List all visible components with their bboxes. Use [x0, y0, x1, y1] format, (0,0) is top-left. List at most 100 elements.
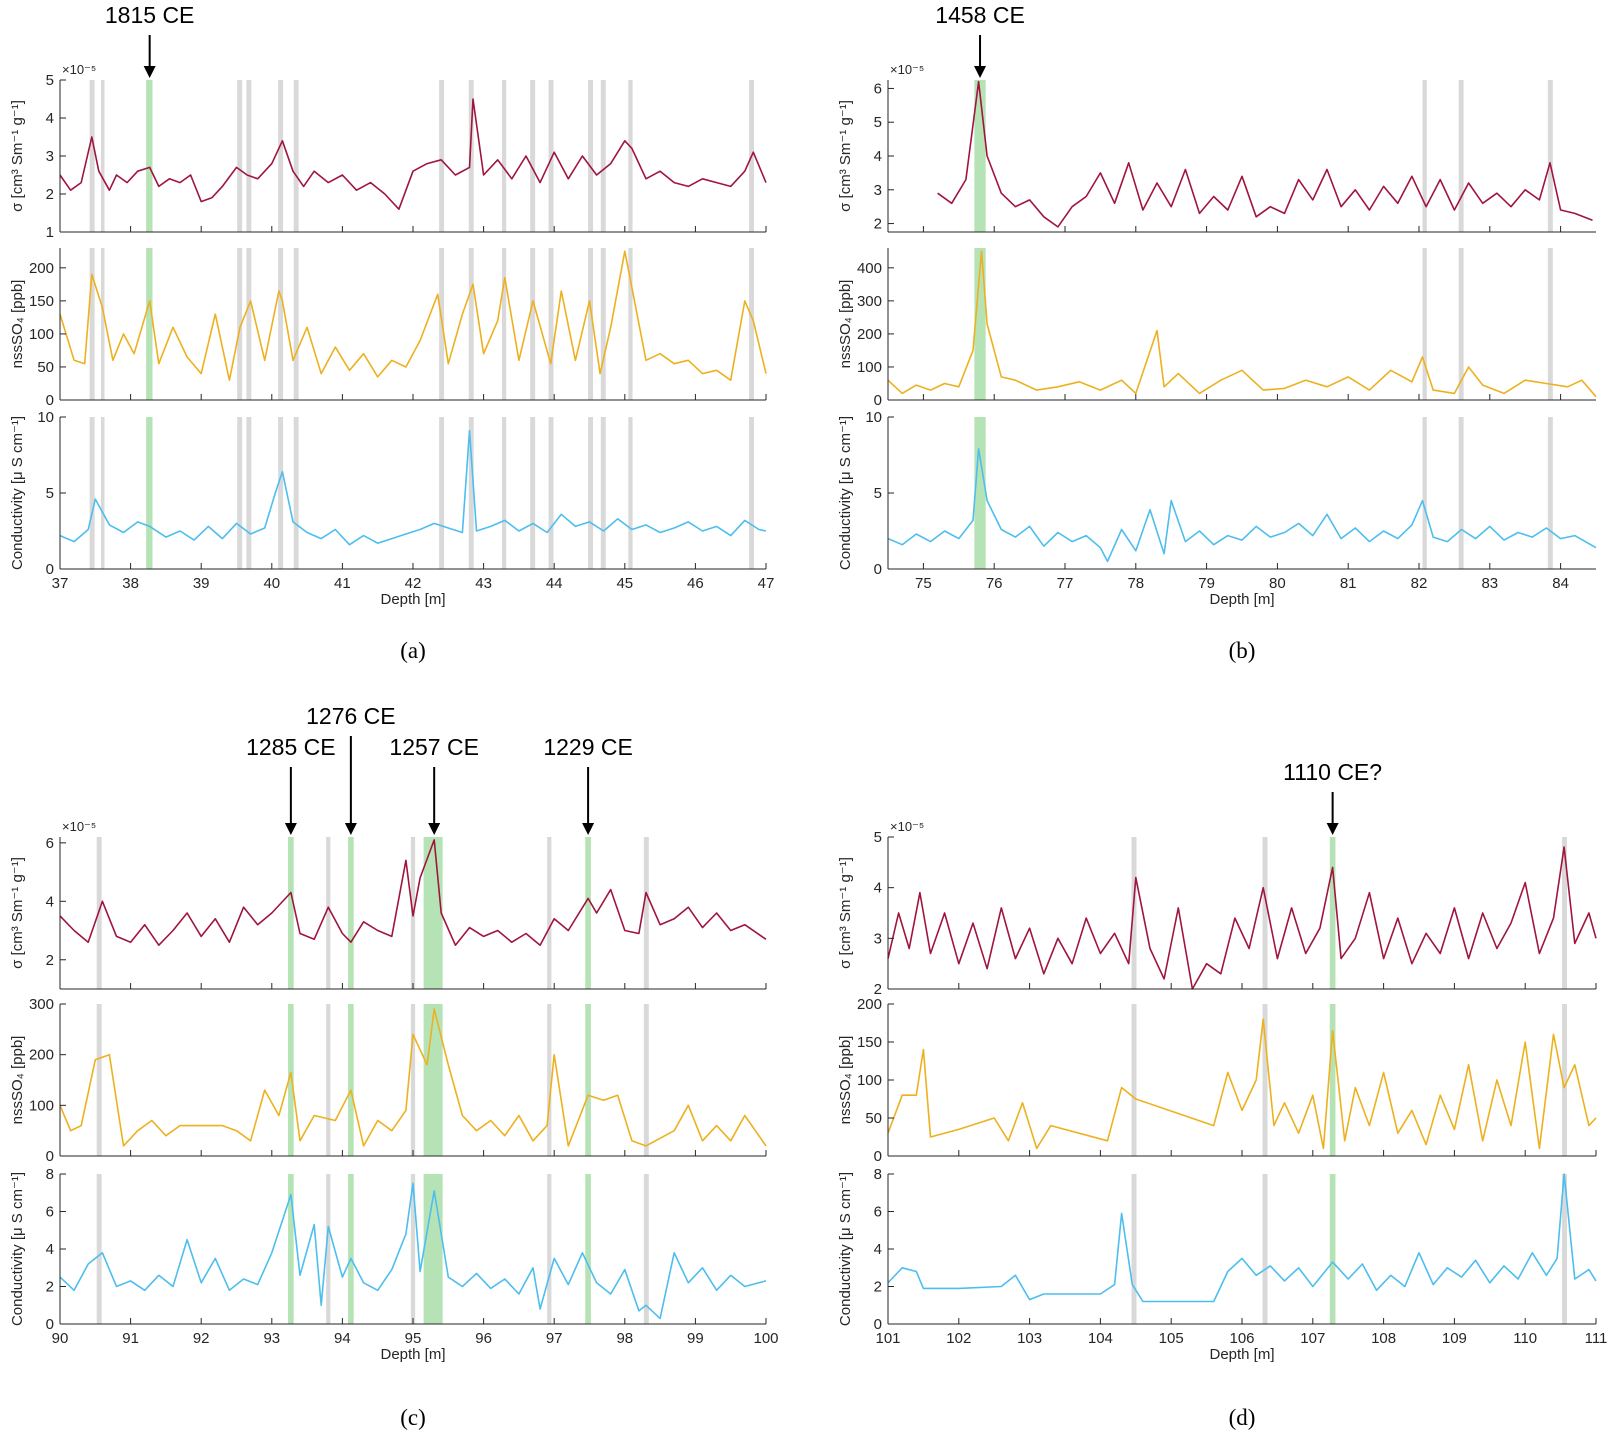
y-tick-label: 4: [874, 1241, 882, 1258]
green-band: [585, 1004, 591, 1156]
gray-band: [547, 1004, 552, 1156]
y-axis-title: Conductivity [μ S cm⁻¹]: [9, 416, 26, 570]
gray-band: [237, 80, 243, 232]
event-label: 1285 CE: [246, 734, 336, 760]
y-tick-label: 0: [46, 1148, 54, 1165]
gray-band: [246, 417, 252, 569]
gray-band: [548, 248, 554, 400]
y-tick-label: 200: [857, 326, 882, 343]
subplot-cond: 0 2 4 6 8 Conductivity [μ S cm⁻¹]: [837, 1166, 1597, 1333]
chart-panel-d: 2 3 4 5 ×10⁻⁵ σ [cm³ Sm⁻¹ g⁻¹] 0 50 100 150 200 nss…: [837, 759, 1607, 1430]
y-tick-label: 8: [46, 1166, 54, 1183]
gray-band: [439, 80, 445, 232]
green-band: [1329, 837, 1336, 989]
green-band: [348, 1174, 354, 1324]
panel-label: (b): [1229, 638, 1256, 663]
x-tick-label: 76: [986, 575, 1003, 592]
y-tick-label: 2: [46, 186, 54, 203]
y-tick-label: 200: [29, 1047, 54, 1064]
panel-label: (c): [400, 1405, 426, 1430]
gray-band: [548, 417, 554, 569]
event-label: 1257 CE: [389, 734, 479, 760]
y-tick-label: 2: [46, 1279, 54, 1296]
gray-band: [96, 1174, 102, 1324]
green-band: [146, 417, 153, 569]
y-tick-label: 5: [46, 72, 54, 89]
x-tick-label: 91: [122, 1330, 139, 1347]
x-tick-label: 42: [405, 575, 422, 592]
y-tick-label: 10: [37, 409, 54, 426]
x-tick-label: 104: [1088, 1330, 1113, 1347]
gray-band: [1131, 1174, 1137, 1324]
gray-band: [89, 417, 95, 569]
y-tick-label: 300: [857, 293, 882, 310]
gray-band: [326, 1004, 331, 1156]
gray-band: [628, 248, 633, 400]
green-band: [288, 1004, 294, 1156]
y-tick-label: 200: [29, 260, 54, 277]
gray-band: [1131, 1004, 1137, 1156]
subplot-nss: 0 100 200 300 nssSO₄ [ppb]: [9, 996, 767, 1165]
y-tick-label: 4: [874, 880, 882, 897]
gray-band: [326, 837, 331, 989]
event-arrow-head: [974, 66, 987, 78]
x-tick-label: 100: [753, 1330, 778, 1347]
gray-band: [530, 80, 536, 232]
gray-band: [1562, 1174, 1567, 1324]
x-tick-label: 38: [122, 575, 139, 592]
green-band: [1329, 1174, 1336, 1324]
y-tick-label: 0: [874, 392, 882, 409]
gray-band: [278, 417, 284, 569]
gray-band: [628, 80, 633, 232]
green-band: [585, 1174, 591, 1324]
x-tick-label: 37: [52, 575, 69, 592]
sigma-series-line: [937, 80, 1593, 228]
nss-series-line: [887, 1018, 1597, 1150]
gray-band: [600, 417, 606, 569]
gray-band: [548, 80, 554, 232]
cond-series-line: [59, 429, 767, 546]
y-tick-label: 100: [29, 1097, 54, 1114]
green-band: [348, 837, 354, 989]
gray-band: [588, 248, 594, 400]
gray-band: [501, 80, 507, 232]
x-tick-label: 79: [1198, 575, 1215, 592]
cond-series-line: [887, 1173, 1597, 1303]
gray-band: [237, 417, 243, 569]
x-tick-label: 109: [1442, 1330, 1467, 1347]
gray-band: [1422, 80, 1427, 232]
y-tick-label: 50: [37, 359, 54, 376]
x-tick-label: 101: [875, 1330, 900, 1347]
x-tick-label: 75: [915, 575, 932, 592]
subplot-sigma: 2 3 4 5 6 ×10⁻⁵ σ [cm³ Sm⁻¹ g⁻¹]: [837, 62, 1596, 233]
y-tick-label: 200: [857, 996, 882, 1013]
event-arrow-head: [428, 823, 441, 835]
x-tick-label: 41: [334, 575, 351, 592]
gray-band: [293, 248, 299, 400]
y-tick-label: 5: [874, 829, 882, 846]
event-arrow-head: [284, 823, 297, 835]
gray-band: [89, 248, 95, 400]
y-tick-label: 100: [857, 1072, 882, 1089]
y-tick-label: 6: [874, 1204, 882, 1221]
event-arrow-head: [344, 823, 357, 835]
gray-band: [293, 417, 299, 569]
gray-band: [100, 248, 105, 400]
green-band: [146, 248, 153, 400]
y-axis-title: Conductivity [μ S cm⁻¹]: [9, 1172, 26, 1326]
gray-band: [278, 248, 284, 400]
gray-band: [246, 80, 252, 232]
y-tick-label: 50: [865, 1110, 882, 1127]
x-tick-label: 94: [334, 1330, 351, 1347]
gray-band: [501, 417, 507, 569]
y-axis-title: σ [cm³ Sm⁻¹ g⁻¹]: [837, 857, 854, 969]
subplot-nss: 0 50 100 150 200 nssSO₄ [ppb]: [837, 996, 1597, 1165]
y-tick-label: 2: [874, 981, 882, 998]
gray-band: [1131, 837, 1137, 989]
x-tick-label: 90: [52, 1330, 69, 1347]
gray-band: [530, 248, 536, 400]
y-tick-label: 8: [874, 1166, 882, 1183]
y-tick-label: 2: [874, 216, 882, 233]
